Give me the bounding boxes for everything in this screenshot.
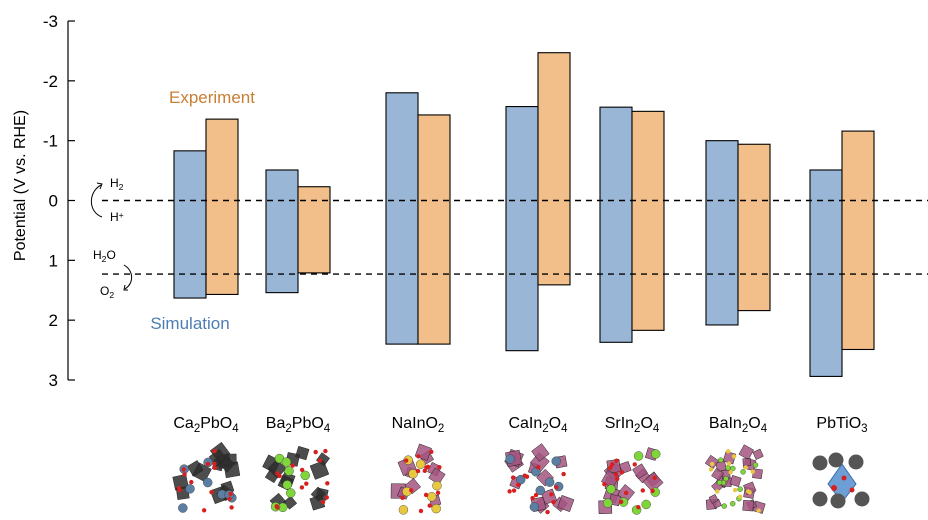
category-label-naino2: NaInO2 xyxy=(392,415,445,435)
category-label-pbtio3: PbTiO3 xyxy=(816,415,867,435)
simulation-label: Simulation xyxy=(150,314,229,333)
simulation-bar-srin2o4 xyxy=(599,106,633,343)
h-couple-arrowhead xyxy=(96,182,103,190)
y-tick-label: 3 xyxy=(49,371,58,390)
srin2o4-structure-icon xyxy=(598,447,664,515)
simulation-bar-bain2o4 xyxy=(705,140,739,326)
category-label-ba2pbo4: Ba2PbO4 xyxy=(266,415,331,435)
experiment-bar-bain2o4 xyxy=(737,143,771,312)
h-couple-arrow xyxy=(90,184,103,218)
ca2pbo4-structure-icon xyxy=(172,441,241,513)
experiment-bar-naino2 xyxy=(417,114,451,345)
nainO2-structure-icon xyxy=(390,443,446,515)
category-label-ca2pbo4: Ca2PbO4 xyxy=(173,415,239,435)
ba2pbo4-structure-icon xyxy=(262,445,331,513)
y-tick-label: 0 xyxy=(49,192,58,211)
experiment-bar-srin2o4 xyxy=(631,110,665,331)
h2o-annotation: H2O xyxy=(93,248,116,264)
o-couple-arrow xyxy=(123,264,133,290)
simulation-bar-ba2pbo4 xyxy=(265,169,299,294)
o2-annotation: O2 xyxy=(100,284,114,300)
experiment-bar-pbtio3 xyxy=(841,130,875,351)
category-label-srin2o4: SrIn2O4 xyxy=(605,415,660,435)
h2-annotation: H2 xyxy=(110,176,124,192)
y-tick-label: 1 xyxy=(49,251,58,270)
h-plus-annotation: H+ xyxy=(110,210,124,224)
experiment-bar-ba2pbo4 xyxy=(297,186,331,274)
simulation-bar-naino2 xyxy=(385,92,419,345)
simulation-bar-ca2pbo4 xyxy=(173,150,207,299)
pbtio3-structure-icon xyxy=(812,452,870,509)
experiment-bar-cain2o4 xyxy=(537,52,571,286)
category-label-cain2o4: CaIn2O4 xyxy=(508,415,568,435)
simulation-bar-pbtio3 xyxy=(809,169,843,377)
y-tick-label: -1 xyxy=(43,132,58,151)
bain2o4-structure-icon xyxy=(704,444,766,514)
y-tick-label: -3 xyxy=(43,12,58,31)
category-label-bain2o4: BaIn2O4 xyxy=(709,415,768,435)
experiment-bar-ca2pbo4 xyxy=(205,118,239,295)
y-axis-title: Potential (V vs. RHE) xyxy=(12,110,29,261)
y-tick-label: 2 xyxy=(49,311,58,330)
simulation-bar-cain2o4 xyxy=(505,106,539,352)
cain2o4-structure-icon xyxy=(504,443,575,515)
o-couple-arrowhead xyxy=(123,284,128,291)
y-tick-label: -2 xyxy=(43,72,58,91)
experiment-label: Experiment xyxy=(169,88,255,107)
